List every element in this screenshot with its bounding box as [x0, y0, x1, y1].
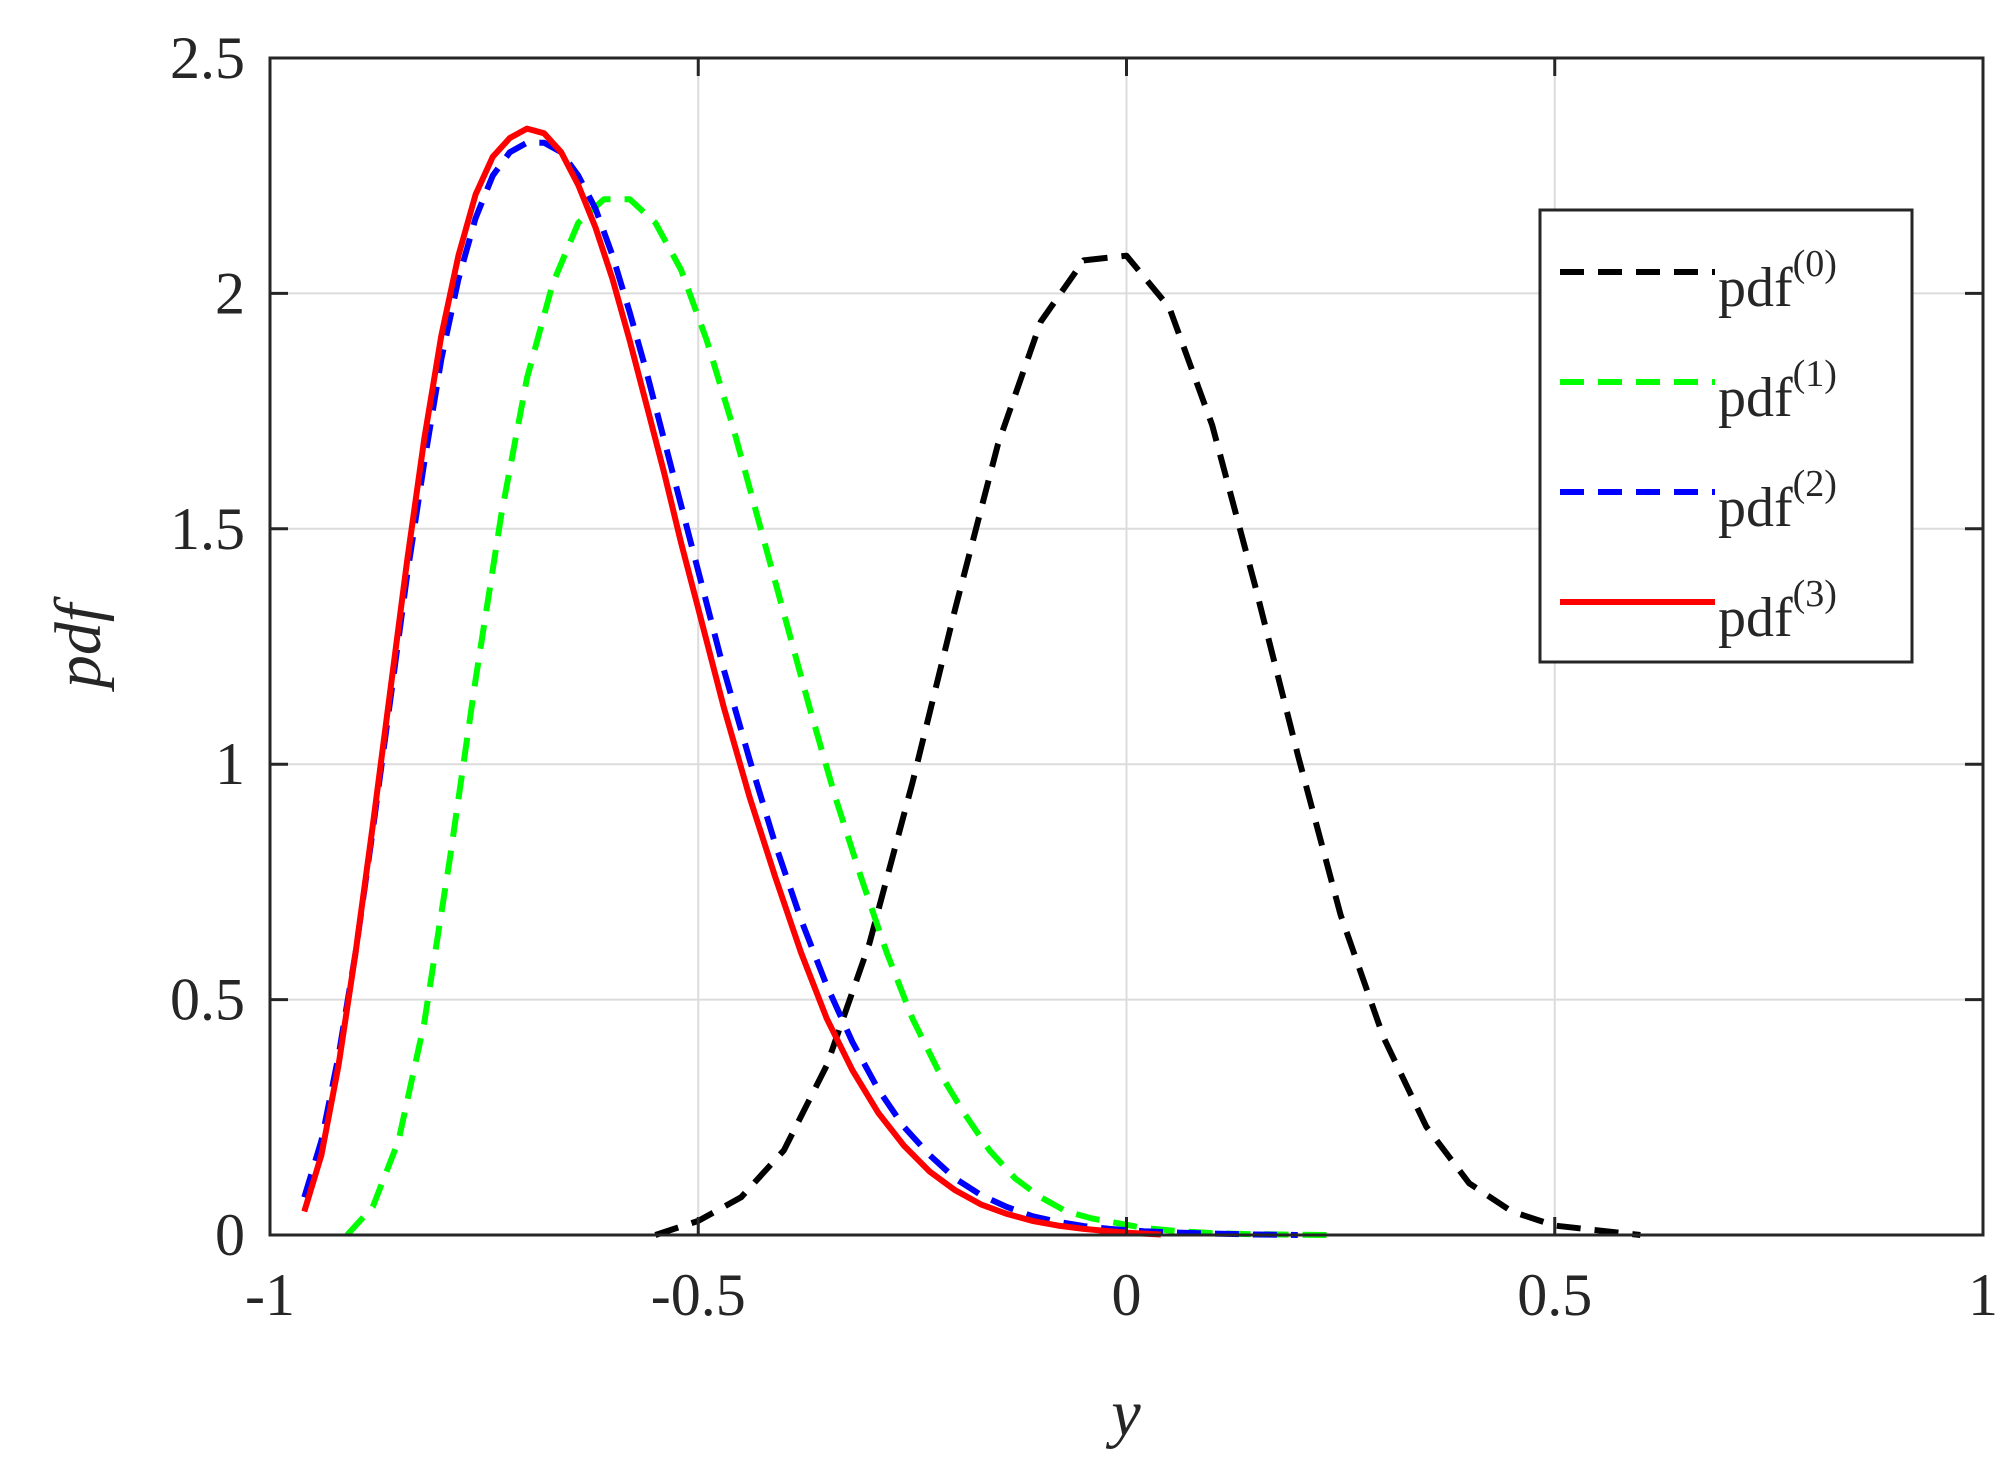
x-tick-label: -1 [245, 1262, 295, 1328]
series-line-3 [301, 125, 1161, 1238]
series-line-2 [301, 139, 1298, 1238]
legend-label-0: pdf(0) [1718, 243, 1837, 319]
series-group [301, 125, 1641, 1238]
y-tick-label: 2 [215, 260, 245, 326]
tick-labels: -1 -0.5 0 0.5 1 0 0.5 1 1.5 2 2.5 [170, 25, 1998, 1328]
legend: pdf(0) pdf(1) pdf(2) pdf(3) [1538, 208, 1914, 664]
legend-box [1538, 208, 1914, 664]
x-tick-label: 0.5 [1517, 1262, 1592, 1328]
y-tick-label: 1.5 [170, 496, 245, 562]
ticks [268, 56, 1985, 1237]
legend-label-3: pdf(3) [1718, 573, 1837, 649]
x-tick-label: -0.5 [651, 1262, 746, 1328]
series-line-0 [654, 252, 1641, 1238]
x-tick-label: 1 [1968, 1262, 1998, 1328]
x-tick-label: 0 [1112, 1262, 1142, 1328]
y-tick-label: 2.5 [170, 25, 245, 91]
y-axis-label: pdf [42, 596, 115, 692]
legend-label-2: pdf(2) [1718, 463, 1837, 539]
series-line-1 [344, 196, 1333, 1238]
y-tick-label: 1 [215, 731, 245, 797]
y-tick-label: 0 [215, 1202, 245, 1268]
y-tick-label: 0.5 [170, 967, 245, 1033]
x-axis-label: y [1105, 1377, 1141, 1450]
legend-label-1: pdf(1) [1718, 353, 1837, 429]
